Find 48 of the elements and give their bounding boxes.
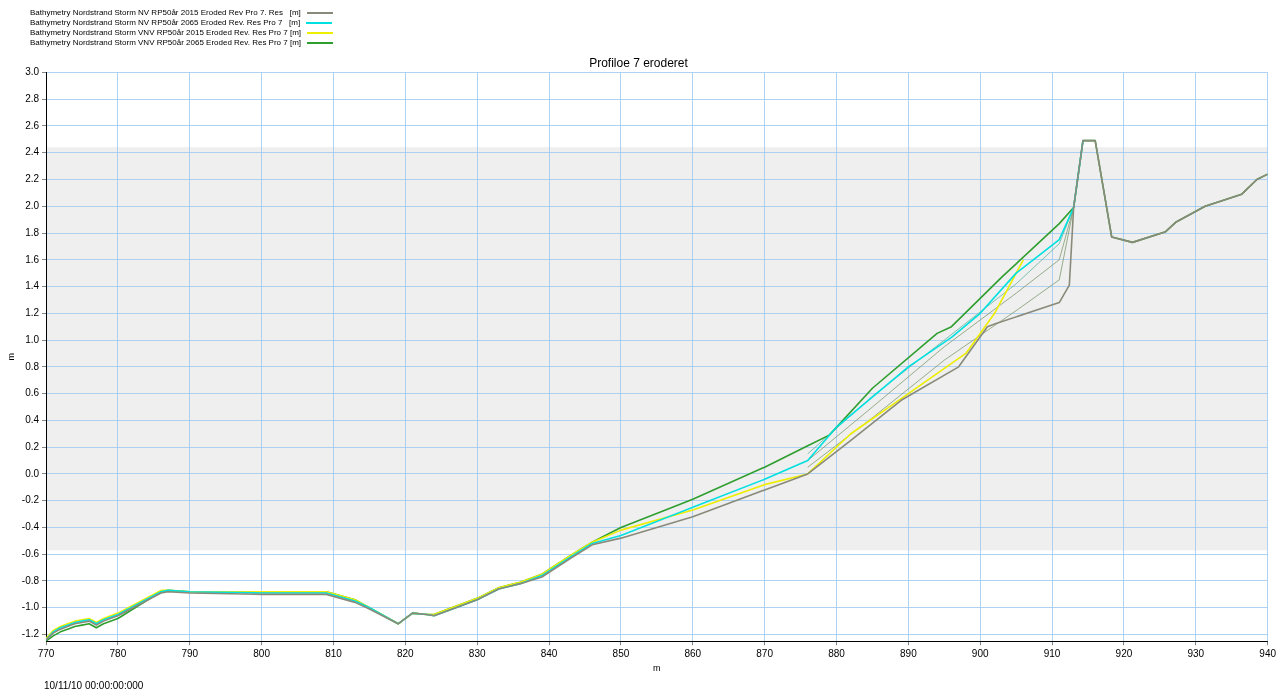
y-tick-label: -0.2: [21, 494, 40, 506]
y-tick-label: 2.0: [25, 199, 40, 211]
y-axis-title: m: [5, 353, 16, 361]
x-tick-label: 940: [1259, 647, 1277, 659]
x-tick-label: 930: [1187, 647, 1205, 659]
y-tick-label: 1.6: [25, 253, 40, 265]
x-tick-label: 790: [181, 647, 199, 659]
x-tick-label: 810: [325, 647, 343, 659]
y-tick-label: 1.8: [25, 226, 40, 238]
x-tick-label: 870: [756, 647, 774, 659]
x-tick-label: 880: [828, 647, 846, 659]
x-tick-label: 780: [109, 647, 127, 659]
x-tick-label: 770: [37, 647, 55, 659]
x-tick-label: 800: [253, 647, 271, 659]
y-tick-label: 3.0: [25, 66, 40, 78]
x-tick-label: 850: [612, 647, 630, 659]
x-tick-label: 820: [396, 647, 415, 659]
legend-label: Bathymetry Nordstrand Storm NV RP50år 2065 Eroded Rev. Res Pro 7 [m]: [30, 18, 301, 28]
legend-label: Bathymetry Nordstrand Storm NV RP50år 2015 Eroded Rev Pro 7. Res [m]: [30, 8, 301, 18]
y-tick-label: -0.6: [21, 547, 40, 559]
y-tick-label: 1.0: [25, 333, 40, 345]
legend-label: Bathymetry Nordstrand Storm VNV RP50år 2015 Eroded Rev. Res Pro 7 [m]: [30, 28, 302, 38]
legend-label: Bathymetry Nordstrand Storm VNV RP50år 2065 Eroded Rev. Res Pro 7 [m]: [30, 38, 302, 48]
y-tick-label: 0.8: [25, 360, 40, 372]
x-tick-label: 910: [1043, 647, 1061, 659]
chart-title: Profiloe 7 eroderet: [589, 55, 689, 70]
y-tick-label: 2.6: [25, 119, 40, 131]
x-tick-label: 890: [900, 647, 918, 659]
x-tick-label: 840: [540, 647, 558, 659]
x-tick-label: 920: [1115, 647, 1133, 659]
y-tick-label: 0.0: [25, 467, 40, 479]
y-tick-label: 1.2: [25, 307, 40, 319]
y-tick-label: 1.4: [25, 280, 40, 292]
x-tick-label: 900: [971, 647, 989, 659]
y-tick-label: -0.4: [21, 521, 40, 533]
y-tick-label: 2.8: [25, 92, 40, 104]
text: 10/11/10 00:00:00:000: [44, 680, 144, 691]
x-tick-label: 830: [468, 647, 486, 659]
y-tick-label: 2.4: [25, 146, 40, 158]
y-tick-label: 0.6: [25, 387, 40, 399]
y-tick-label: -1.2: [21, 628, 40, 640]
x-tick-label: 860: [684, 647, 702, 659]
y-tick-label: -1.0: [21, 601, 40, 613]
y-tick-label: 0.2: [25, 440, 40, 452]
y-tick-label: 2.2: [25, 173, 40, 185]
y-tick-label: -0.8: [21, 574, 40, 586]
x-axis-title: m: [653, 663, 661, 674]
y-tick-label: 0.4: [25, 414, 40, 426]
